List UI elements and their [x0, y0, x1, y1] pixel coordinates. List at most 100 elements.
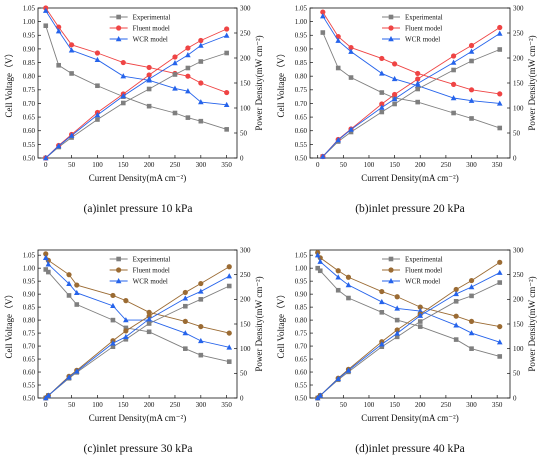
y-right-tick-label: 200: [240, 54, 251, 62]
legend-marker: [388, 256, 394, 262]
experimental-point: [348, 129, 354, 135]
experimental-point: [469, 346, 474, 351]
y-left-tick-label: 0.65: [23, 113, 36, 121]
fluent-model-left-line: [45, 7, 227, 93]
experimental-point: [226, 283, 232, 289]
y-right-tick-label: 0: [240, 394, 244, 402]
legend-entry-fluent-model: Fluent model: [405, 267, 442, 275]
experimental-point: [317, 268, 323, 274]
fluent-model-point: [198, 323, 204, 330]
experimental-point: [348, 75, 354, 80]
y-axis-right-label: Power Density(mW cm⁻²): [527, 276, 537, 371]
wcr-model-right-line: [45, 35, 227, 159]
x-tick-label: 300: [196, 401, 207, 409]
fluent-model-point: [185, 45, 191, 51]
x-tick-label: 50: [68, 161, 76, 169]
y-left-tick-label: 0.70: [23, 100, 36, 108]
wcr-model-point: [417, 308, 424, 314]
experimental-point: [415, 99, 420, 105]
wcr-model-point: [335, 37, 342, 43]
legend-marker: [116, 14, 121, 20]
fluent-model-point: [94, 50, 101, 56]
legend-entry-fluent-model: Fluent model: [133, 267, 170, 275]
experimental-point: [497, 125, 503, 131]
wcr-model-point: [73, 289, 80, 296]
fluent-model-point: [497, 323, 503, 330]
x-tick-label: 350: [221, 401, 232, 409]
x-tick-label: 350: [492, 401, 503, 409]
y-axis-left-label: Cell Voltage（V）: [4, 49, 14, 118]
panel-caption: (b)inlet pressure 20 kPa: [355, 203, 465, 215]
wcr-model-point: [468, 284, 475, 290]
fluent-model-point: [123, 298, 129, 304]
experimental-point: [43, 267, 49, 272]
fluent-model-point: [468, 277, 475, 284]
x-tick-label: 200: [415, 161, 426, 169]
experimental-point: [392, 101, 397, 107]
experimental-point: [497, 47, 503, 52]
x-axis-label: Current Density(mA cm⁻²): [89, 173, 186, 183]
wcr-model-left-line: [317, 255, 500, 343]
fluent-model-point: [394, 327, 400, 333]
x-tick-label: 150: [118, 401, 129, 409]
wcr-model-point: [110, 340, 116, 346]
y-right-tick-label: 250: [240, 271, 251, 279]
chart-panel-4: 0 50 100 150 200 250 300 350 0.50 0.55 0.60 0.65 0.7…: [276, 246, 537, 455]
wcr-model-point: [42, 155, 49, 161]
y-left-tick-label: 0.75: [295, 86, 308, 94]
legend-entry-fluent-model: Fluent model: [405, 25, 442, 33]
experimental-point: [497, 280, 503, 285]
x-tick-label: 100: [92, 161, 103, 169]
y-left-tick-label: 0.55: [295, 381, 308, 389]
y-left-tick-label: 0.70: [23, 342, 36, 350]
y-left-tick-label: 0.70: [295, 342, 308, 350]
experimental-point: [335, 287, 341, 293]
wcr-model-point: [66, 374, 72, 380]
wcr-model-point: [378, 298, 385, 305]
x-tick-label: 350: [221, 161, 232, 169]
experimental-point: [95, 83, 100, 89]
y-right-tick-label: 150: [513, 79, 524, 87]
wcr-model-point: [146, 76, 152, 82]
wcr-model-point: [182, 330, 189, 336]
fluent-model-point: [392, 61, 398, 67]
wcr-model-right-line: [317, 272, 500, 399]
fluent-model-point: [335, 268, 341, 274]
fluent-model-point: [224, 26, 230, 32]
y-left-tick-label: 1.05: [23, 252, 36, 260]
wcr-model-point: [378, 341, 385, 347]
wcr-model-point: [198, 99, 204, 105]
y-right-tick-label: 100: [513, 104, 524, 112]
fluent-model-point: [453, 286, 459, 293]
panel-caption: (a)inlet pressure 10 kPa: [84, 203, 193, 215]
wcr-model-point: [226, 344, 233, 350]
y-right-tick-label: 200: [513, 296, 524, 304]
y-right-tick-label: 100: [240, 104, 251, 112]
experimental-point: [469, 293, 474, 299]
fluent-model-point: [453, 313, 459, 319]
experimental-point: [185, 65, 191, 71]
x-tick-label: 100: [364, 401, 375, 409]
x-tick-label: 300: [196, 161, 207, 169]
fluent-model-point: [345, 274, 352, 280]
y-left-tick-label: 0.75: [295, 329, 308, 337]
x-tick-label: 250: [441, 401, 452, 409]
experimental-point: [417, 319, 423, 324]
y-left-tick-label: 0.70: [295, 100, 308, 108]
y-axis-left-label: Cell Voltage（V）: [276, 49, 286, 118]
experimental-point: [185, 115, 191, 120]
experimental-point: [417, 324, 423, 329]
wcr-model-point: [453, 322, 459, 328]
wcr-model-point: [378, 70, 385, 76]
x-tick-label: 100: [92, 401, 103, 409]
x-tick-label: 200: [144, 401, 155, 409]
y-left-tick-label: 0.95: [295, 278, 308, 286]
experimental-point: [394, 317, 400, 323]
y-right-tick-label: 300: [240, 4, 251, 12]
y-left-tick-label: 0.75: [23, 86, 36, 94]
experimental-point: [394, 334, 400, 340]
y-left-tick-label: 0.55: [23, 381, 36, 389]
x-tick-label: 300: [466, 161, 477, 169]
y-right-tick-label: 50: [240, 370, 248, 378]
experimental-point: [183, 346, 188, 351]
